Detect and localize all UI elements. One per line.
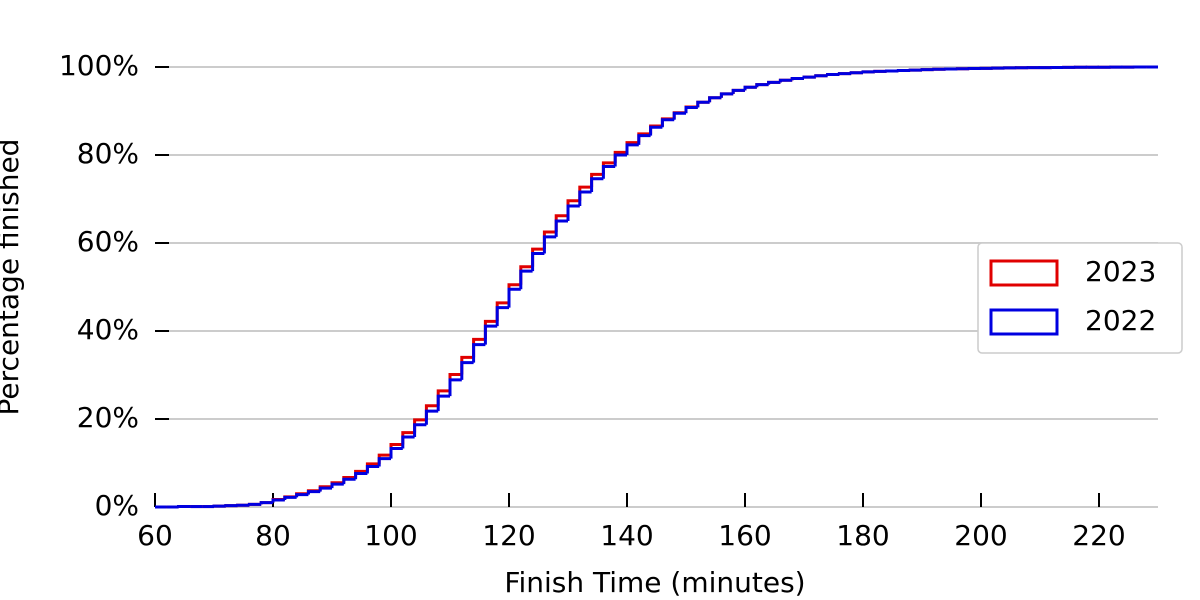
step [672,111,686,120]
step [460,355,474,375]
series-1 [155,65,1158,509]
step [424,409,439,425]
step [295,493,309,498]
step [413,418,427,433]
step [849,71,863,75]
x-tick-label: 100 [364,519,417,552]
y-tick-label: 100% [59,49,139,82]
x-tick-label: 180 [836,519,889,552]
step [389,446,403,459]
step [649,125,663,136]
legend-frame [977,242,1183,354]
step [495,306,509,327]
step [790,76,804,81]
y-tick-label: 60% [77,225,139,258]
step [283,495,297,500]
step [578,190,592,207]
step [696,100,710,108]
legend-label: 2022 [1085,304,1156,337]
step [318,486,332,492]
step [342,477,356,485]
step [531,247,545,267]
x-tick-label: 120 [482,519,535,552]
step [448,378,462,397]
step [436,389,450,406]
step [590,177,604,192]
x-axis-label: Finish Time (minutes) [504,566,805,599]
x-tick-label: 140 [600,519,653,552]
step [472,337,486,358]
step [731,88,745,94]
step [554,214,568,232]
step [601,161,616,175]
step [271,498,285,503]
step [542,230,557,250]
step [861,70,875,74]
step [519,265,533,285]
step [542,235,557,254]
step [802,75,816,79]
step [554,219,568,237]
x-tick-label: 80 [255,519,291,552]
step [460,361,474,380]
step [719,92,734,98]
y-tick-label: 0% [95,489,139,522]
x-tick-label: 220 [1072,519,1125,552]
x-tick-label: 160 [718,519,771,552]
step [436,394,450,412]
step [377,457,391,467]
step [401,435,415,449]
step [247,502,262,506]
step [354,472,368,480]
x-tick-label: 200 [954,519,1007,552]
step [826,72,840,76]
step [637,134,651,145]
step [755,83,769,88]
y-tick-label: 40% [77,313,139,346]
step [448,373,462,391]
step [578,185,592,201]
step [330,482,344,489]
step [365,465,380,474]
step [708,96,722,103]
x-tick-label: 60 [137,519,173,552]
step [519,269,533,290]
y-tick-label: 20% [77,401,139,434]
step [767,80,781,85]
step [507,283,521,303]
step [483,324,498,345]
step [424,404,439,420]
step [507,287,521,308]
step [495,301,509,322]
legend-swatch [989,259,1059,287]
step [590,172,604,188]
legend: 2023 2022 [977,242,1183,354]
step [566,199,580,216]
step [566,204,580,221]
step [259,501,273,505]
step [743,85,757,91]
step [814,74,828,78]
step [613,153,627,167]
step [778,78,793,83]
step [684,105,698,114]
step [472,343,486,363]
legend-label: 2023 [1085,255,1156,288]
y-tick-label: 80% [77,137,139,170]
step [306,490,321,495]
step [401,431,415,445]
step [625,143,639,155]
step [413,423,427,438]
step [601,164,616,179]
step [837,72,852,76]
step [531,252,545,272]
legend-swatch [989,308,1059,336]
step [660,118,675,128]
y-axis-label: Percentage finished [0,139,25,416]
